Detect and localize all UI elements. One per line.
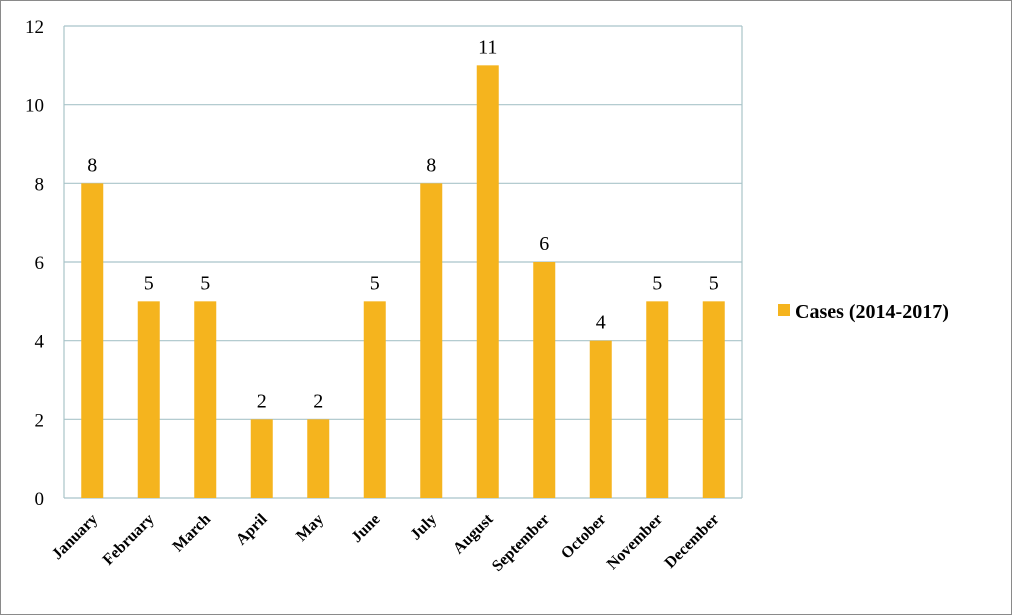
bar [533,262,556,498]
data-label: 2 [313,390,323,412]
bar [363,301,386,498]
data-labels: 8 5 5 2 2 5 8 11 6 4 5 5 [87,36,719,412]
data-label: 5 [709,272,719,294]
y-tick-label: 6 [35,253,45,274]
bar [250,419,273,498]
bars [81,65,725,499]
x-category-label: July [407,511,440,544]
x-category-label: August [450,510,497,557]
data-label: 8 [426,154,436,176]
y-tick-label: 0 [35,489,45,510]
bar [194,301,217,498]
data-label: 11 [478,36,497,58]
y-axis-ticks: 0 2 4 6 8 10 12 [25,17,45,510]
bar [81,183,104,499]
data-label: 5 [370,272,380,294]
x-category-label: May [293,511,327,545]
data-label: 5 [652,272,662,294]
x-category-label: February [100,511,158,569]
data-label: 2 [257,390,267,412]
bar [476,65,499,498]
data-label: 5 [200,272,210,294]
x-category-label: April [233,510,271,548]
x-category-label: June [348,511,383,546]
bar [137,301,160,498]
data-label: 5 [144,272,154,294]
y-tick-label: 8 [35,174,45,195]
x-category-label: December [662,511,723,572]
x-category-label: October [558,511,610,563]
y-tick-label: 12 [25,17,44,38]
x-category-label: January [49,511,101,563]
bar [420,183,443,499]
data-label: 4 [596,312,606,334]
legend-swatch [778,304,790,316]
bar [702,301,725,498]
x-category-label: September [489,511,553,575]
bar [646,301,669,498]
y-tick-label: 10 [25,96,44,117]
x-category-label: March [170,511,215,556]
legend-label: Cases (2014-2017) [795,301,949,323]
gridlines [63,25,743,499]
y-tick-label: 4 [35,332,45,353]
legend: Cases (2014-2017) [778,301,949,323]
y-tick-label: 2 [35,410,45,431]
bar [589,340,612,498]
data-label: 8 [87,154,97,176]
x-category-label: November [604,511,666,573]
data-label: 6 [539,233,549,255]
bar [307,419,330,498]
